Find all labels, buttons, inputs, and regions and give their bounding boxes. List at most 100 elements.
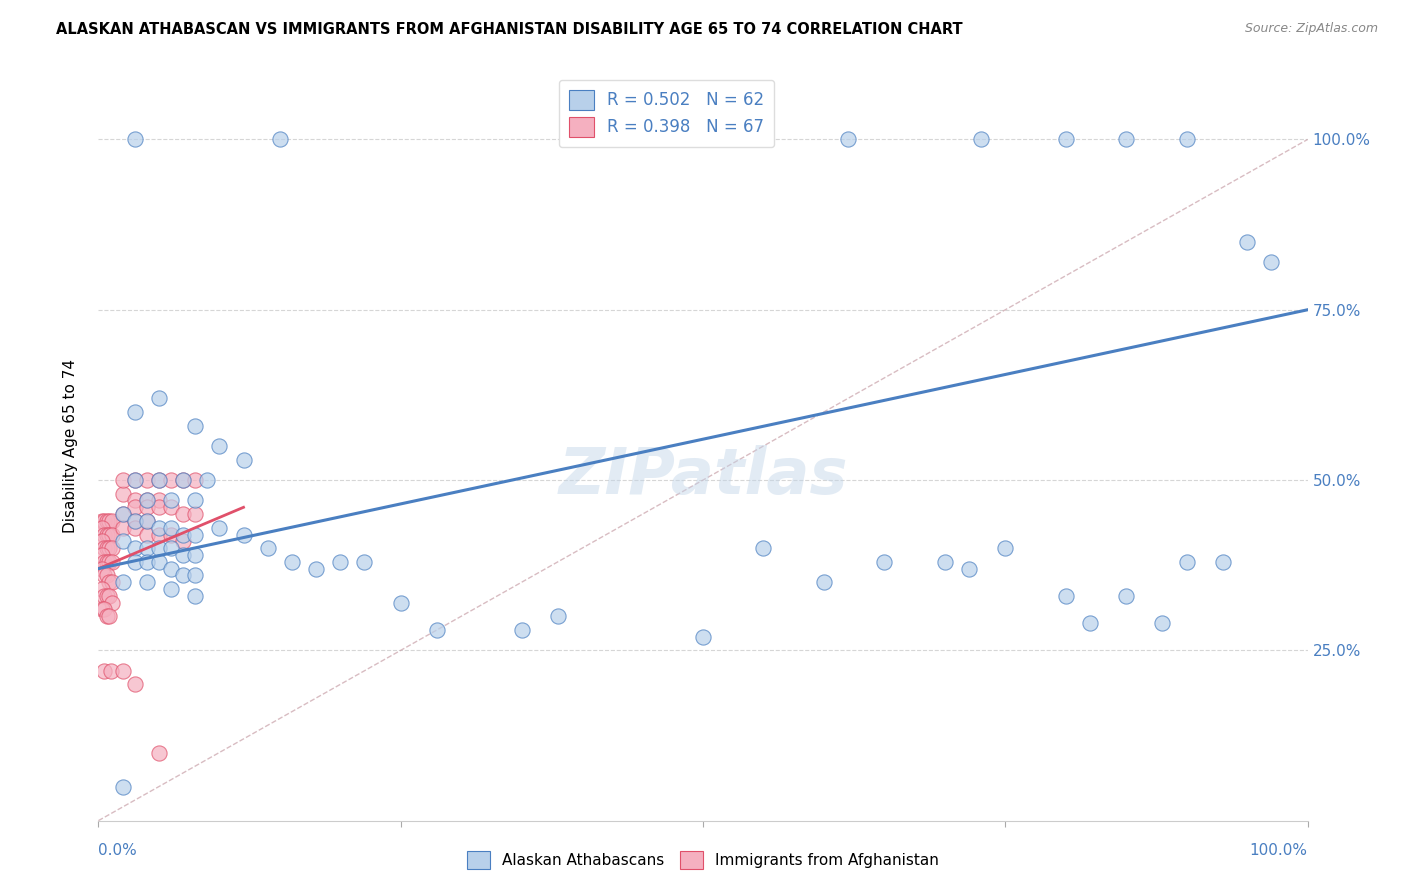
Point [1212,555,1234,569]
Point [281,555,304,569]
Point [111,521,134,535]
Point [957,561,980,575]
Text: Source: ZipAtlas.com: Source: ZipAtlas.com [1244,22,1378,36]
Point [124,555,146,569]
Point [148,541,170,556]
Point [148,527,170,541]
Legend: Alaskan Athabascans, Immigrants from Afghanistan: Alaskan Athabascans, Immigrants from Afg… [461,845,945,875]
Point [329,555,352,569]
Point [148,473,170,487]
Point [91,534,114,549]
Point [232,452,254,467]
Point [547,609,569,624]
Point [96,555,118,569]
Point [93,555,115,569]
Point [1175,132,1198,146]
Point [970,132,993,146]
Point [124,677,146,691]
Point [98,527,121,541]
Point [269,132,291,146]
Point [98,555,121,569]
Point [353,555,375,569]
Point [96,541,118,556]
Point [1236,235,1258,249]
Point [98,609,121,624]
Point [172,548,194,562]
Point [100,664,122,678]
Point [184,568,207,582]
Point [172,507,194,521]
Point [208,521,231,535]
Point [135,473,157,487]
Point [148,555,170,569]
Point [1260,255,1282,269]
Point [160,521,183,535]
Point [135,500,157,515]
Point [184,418,207,433]
Point [148,473,170,487]
Point [172,473,194,487]
Point [148,746,170,760]
Point [184,527,207,541]
Point [93,568,115,582]
Point [111,486,134,500]
Point [135,493,157,508]
Point [96,568,118,582]
Point [111,780,134,794]
Point [1054,589,1077,603]
Point [160,561,183,575]
Point [148,500,170,515]
Point [124,493,146,508]
Point [93,514,115,528]
Point [256,541,278,556]
Point [1152,616,1174,631]
Point [91,514,114,528]
Point [1078,616,1101,631]
Point [148,392,170,406]
Point [752,541,775,556]
Point [100,514,122,528]
Point [1115,132,1137,146]
Point [813,575,835,590]
Point [873,555,896,569]
Point [111,575,134,590]
Point [135,555,157,569]
Point [305,561,328,575]
Point [98,514,121,528]
Text: ZIPatlas: ZIPatlas [558,445,848,507]
Point [96,527,118,541]
Legend: R = 0.502   N = 62, R = 0.398   N = 67: R = 0.502 N = 62, R = 0.398 N = 67 [560,79,775,147]
Point [160,541,183,556]
Point [668,132,690,146]
Point [98,575,121,590]
Point [135,514,157,528]
Point [135,541,157,556]
Point [994,541,1017,556]
Point [184,548,207,562]
Point [98,589,121,603]
Point [135,575,157,590]
Point [172,568,194,582]
Point [184,493,207,508]
Point [934,555,956,569]
Point [91,602,114,616]
Point [124,500,146,515]
Point [160,493,183,508]
Point [111,507,134,521]
Text: 100.0%: 100.0% [1250,843,1308,858]
Point [1054,132,1077,146]
Point [232,527,254,541]
Point [124,514,146,528]
Point [195,473,218,487]
Point [100,555,122,569]
Point [91,521,114,535]
Point [124,514,146,528]
Point [93,541,115,556]
Point [93,602,115,616]
Point [124,405,146,419]
Point [100,596,122,610]
Point [100,527,122,541]
Point [96,589,118,603]
Point [124,132,146,146]
Point [91,561,114,575]
